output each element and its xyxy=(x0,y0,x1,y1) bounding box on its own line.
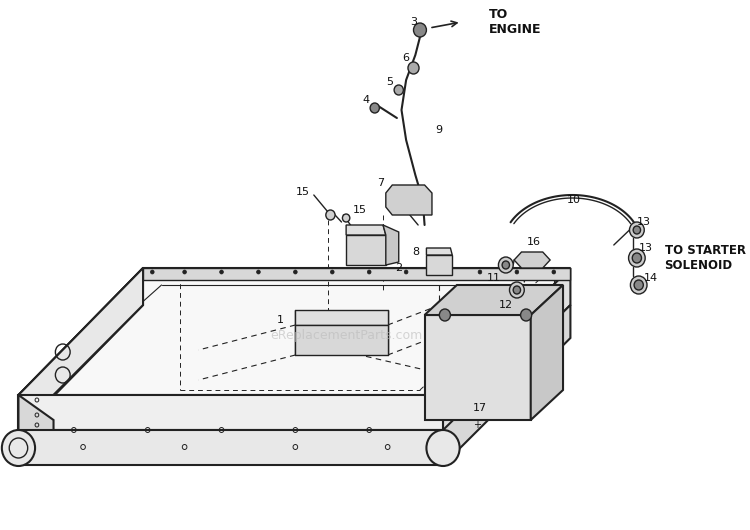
Circle shape xyxy=(183,270,187,274)
Polygon shape xyxy=(427,255,452,275)
Circle shape xyxy=(427,430,460,466)
Text: 14: 14 xyxy=(644,273,658,283)
Circle shape xyxy=(256,270,260,274)
Circle shape xyxy=(343,214,350,222)
Circle shape xyxy=(513,286,520,294)
Polygon shape xyxy=(19,395,53,458)
Polygon shape xyxy=(19,430,443,465)
Polygon shape xyxy=(443,268,571,432)
Text: 8: 8 xyxy=(412,247,419,257)
Text: 10: 10 xyxy=(567,195,581,205)
Polygon shape xyxy=(143,268,571,280)
Circle shape xyxy=(629,222,644,238)
Polygon shape xyxy=(443,305,571,465)
Polygon shape xyxy=(19,268,143,430)
Text: 11: 11 xyxy=(487,273,501,283)
Text: TO
ENGINE: TO ENGINE xyxy=(489,8,542,36)
Circle shape xyxy=(413,23,427,37)
Circle shape xyxy=(370,103,380,113)
Text: 15: 15 xyxy=(353,205,367,215)
Text: eReplacementParts.com: eReplacementParts.com xyxy=(270,329,422,341)
Text: 12: 12 xyxy=(499,300,513,310)
Circle shape xyxy=(220,270,224,274)
Text: +: + xyxy=(473,420,482,430)
Polygon shape xyxy=(346,235,386,265)
Text: TO STARTER
SOLENOID: TO STARTER SOLENOID xyxy=(664,244,746,272)
Circle shape xyxy=(515,270,519,274)
Circle shape xyxy=(404,270,408,274)
Text: 4: 4 xyxy=(362,95,369,105)
Text: 9: 9 xyxy=(435,125,442,135)
Polygon shape xyxy=(424,315,531,420)
Circle shape xyxy=(520,309,532,321)
Circle shape xyxy=(408,62,419,74)
Text: 2: 2 xyxy=(395,263,402,273)
Circle shape xyxy=(394,85,404,95)
Polygon shape xyxy=(427,248,452,255)
Circle shape xyxy=(478,270,482,274)
Text: 5: 5 xyxy=(386,77,393,87)
Polygon shape xyxy=(386,185,432,215)
Polygon shape xyxy=(19,268,571,395)
Circle shape xyxy=(631,276,647,294)
Circle shape xyxy=(368,270,371,274)
Text: 13: 13 xyxy=(639,243,653,253)
Circle shape xyxy=(509,282,524,298)
Text: 16: 16 xyxy=(526,237,541,247)
Circle shape xyxy=(502,261,509,269)
Text: 7: 7 xyxy=(376,178,384,188)
Circle shape xyxy=(293,270,297,274)
Text: 1: 1 xyxy=(277,315,284,325)
Circle shape xyxy=(628,249,645,267)
Circle shape xyxy=(151,270,154,274)
Text: 6: 6 xyxy=(403,53,410,63)
Circle shape xyxy=(499,257,513,273)
Circle shape xyxy=(440,309,451,321)
Text: 15: 15 xyxy=(296,187,310,197)
Circle shape xyxy=(633,226,640,234)
Polygon shape xyxy=(514,252,550,268)
Polygon shape xyxy=(346,225,386,235)
Text: 3: 3 xyxy=(410,17,417,27)
Circle shape xyxy=(331,270,334,274)
Polygon shape xyxy=(19,395,443,430)
Polygon shape xyxy=(296,310,388,325)
Circle shape xyxy=(632,253,641,263)
Circle shape xyxy=(326,210,335,220)
Polygon shape xyxy=(383,225,399,265)
Circle shape xyxy=(2,430,35,466)
Circle shape xyxy=(634,280,644,290)
Text: 17: 17 xyxy=(473,403,487,413)
Polygon shape xyxy=(531,285,563,420)
Circle shape xyxy=(552,270,556,274)
Text: 13: 13 xyxy=(638,217,651,227)
Circle shape xyxy=(441,270,445,274)
Polygon shape xyxy=(424,285,563,315)
Polygon shape xyxy=(296,325,388,355)
